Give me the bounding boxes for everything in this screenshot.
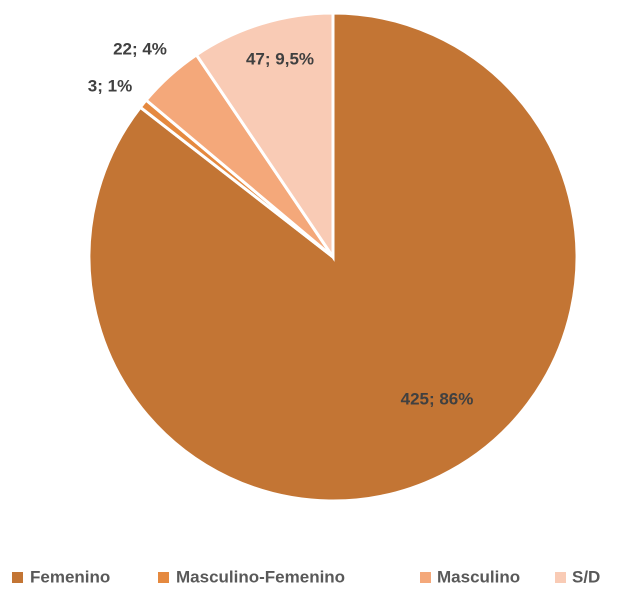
legend-swatch: [12, 572, 23, 583]
data-label: 425; 86%: [401, 389, 474, 408]
legend-label: Masculino-Femenino: [176, 567, 345, 586]
legend-label: S/D: [572, 567, 600, 586]
legend-swatch: [420, 572, 431, 583]
data-label: 22; 4%: [113, 39, 167, 58]
legend-label: Masculino: [437, 567, 520, 586]
data-label: 47; 9,5%: [246, 49, 314, 68]
legend-swatch: [555, 572, 566, 583]
legend-swatch: [158, 572, 169, 583]
data-label: 3; 1%: [88, 76, 132, 95]
legend-label: Femenino: [30, 567, 110, 586]
pie-slice: [194, 11, 335, 262]
